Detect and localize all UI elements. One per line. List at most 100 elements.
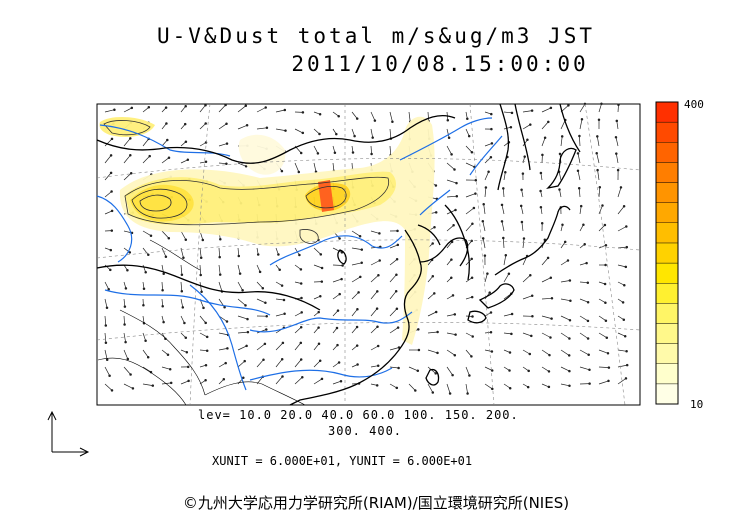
wind-vector-head — [144, 339, 147, 342]
wind-vector-head — [124, 287, 128, 290]
wind-vector — [503, 293, 512, 300]
wind-vector — [370, 326, 378, 334]
wind-vector-head — [563, 240, 567, 244]
colorbar-segment — [655, 162, 679, 183]
wind-vector — [123, 315, 125, 325]
wind-vector-head — [509, 125, 513, 129]
wind-vector-head — [370, 152, 373, 156]
wind-vector-head — [184, 336, 188, 340]
wind-vector — [351, 276, 361, 283]
wind-vector — [370, 291, 378, 300]
wind-vector-head — [168, 368, 172, 371]
colorbar-segment — [655, 242, 679, 264]
wind-vector — [522, 332, 532, 337]
wind-vector-head — [587, 353, 590, 357]
wind-vector — [389, 111, 393, 122]
wind-vector-head — [624, 265, 628, 269]
wind-vector — [313, 343, 320, 351]
wind-vector — [370, 260, 380, 266]
wind-vector-head — [113, 108, 116, 111]
wind-vector — [104, 155, 112, 164]
wind-vector-head — [484, 186, 488, 189]
wind-vector-head — [376, 364, 380, 367]
wind-vector — [256, 127, 267, 130]
wind-vector — [579, 103, 586, 113]
wind-vector-head — [283, 312, 286, 315]
wind-vector-head — [204, 122, 207, 125]
wind-vector — [351, 230, 361, 237]
wind-vector — [180, 298, 184, 308]
wind-vector — [180, 264, 183, 275]
wind-vector-head — [204, 363, 208, 367]
wind-vector-head — [417, 348, 421, 352]
wind-vector — [598, 332, 607, 338]
wind-vector — [541, 107, 552, 113]
colorbar-segment — [655, 262, 679, 284]
wind-vector — [104, 315, 107, 326]
wind-vector-head — [500, 220, 504, 223]
wind-vector-head — [148, 154, 151, 158]
wind-vector — [256, 298, 266, 304]
wind-vector-head — [568, 337, 571, 340]
wind-vector-head — [199, 256, 203, 260]
wind-vector-head — [508, 369, 511, 372]
wind-vector-head — [204, 378, 207, 382]
wind-vector-head — [183, 122, 187, 126]
wind-vector-head — [242, 376, 245, 380]
wind-vector-head — [487, 170, 490, 174]
wind-vector — [389, 290, 397, 300]
colorbar-segment — [655, 101, 679, 123]
wind-vector-head — [527, 369, 530, 373]
wind-vector-head — [351, 151, 355, 154]
wind-vector-head — [547, 370, 551, 373]
wind-vector-head — [580, 118, 584, 121]
wind-vector-head — [182, 256, 185, 259]
wind-vector-head — [319, 294, 322, 298]
wind-vector-head — [539, 205, 543, 209]
wind-vector — [199, 247, 202, 258]
colorbar-segment — [655, 222, 679, 244]
wind-vector — [579, 315, 589, 322]
wind-vector — [237, 247, 240, 257]
wind-vector — [199, 104, 206, 113]
wind-vector — [313, 247, 322, 255]
wind-vector — [351, 247, 362, 250]
wind-vector-head — [299, 151, 303, 155]
wind-vector-head — [529, 273, 532, 277]
wind-vector — [332, 247, 343, 253]
wind-vector — [237, 360, 245, 368]
wind-vector-head — [265, 328, 268, 331]
wind-vector-head — [583, 242, 586, 246]
wind-vector-head — [264, 301, 267, 305]
wind-vector-head — [577, 186, 581, 190]
wind-vector — [465, 383, 468, 394]
wind-vector — [389, 145, 392, 156]
colorbar-segment — [655, 323, 679, 344]
wind-vector — [503, 273, 510, 283]
colorbar — [655, 101, 679, 405]
wind-vector-head — [359, 275, 362, 279]
wind-vector-head — [225, 122, 228, 126]
wind-vector — [370, 345, 379, 351]
wind-vector — [294, 342, 302, 351]
wind-vector-head — [550, 297, 554, 300]
wind-vector-head — [521, 172, 525, 175]
wind-vector-head — [454, 333, 457, 336]
wind-vector — [123, 298, 126, 307]
wind-vector — [598, 187, 601, 198]
wind-vector-head — [561, 223, 564, 227]
wind-vector-head — [529, 123, 532, 126]
wind-vector-head — [607, 379, 610, 383]
wind-vector-head — [265, 126, 269, 130]
wind-vector — [446, 225, 454, 232]
wind-vector — [142, 155, 150, 164]
wind-vector — [389, 383, 397, 389]
wind-vector — [465, 349, 472, 357]
wind-vector-head — [510, 332, 513, 336]
wind-vector — [560, 332, 570, 339]
wind-vector-head — [548, 353, 551, 357]
dust-plume-outer — [119, 116, 435, 346]
wind-vector-head — [453, 168, 456, 171]
wind-vector-head — [622, 205, 626, 208]
wind-vector — [446, 128, 450, 138]
